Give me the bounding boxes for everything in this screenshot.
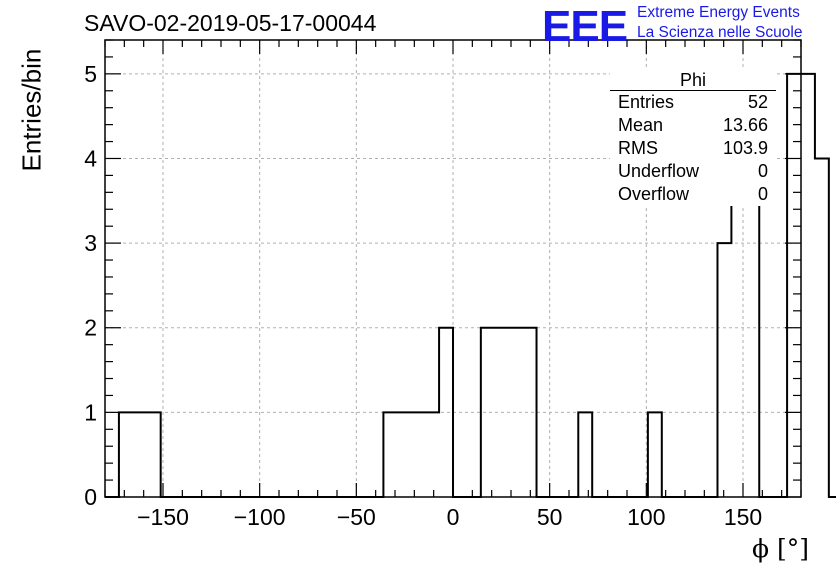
y-tick-label: 5 [84,61,97,87]
stats-row-mean: Mean 13.66 [610,114,776,137]
stats-label: Mean [618,115,664,135]
stats-label: Entries [618,92,675,112]
x-tick-label: 100 [627,504,665,530]
stats-row-overflow: Overflow 0 [610,183,776,206]
y-tick-label: 1 [84,399,97,425]
eee-logo: EEE [542,2,628,51]
x-tick-label: −50 [337,504,376,530]
x-tick-label: 150 [724,504,762,530]
stats-value: 52 [747,92,768,112]
y-tick-label: 3 [84,230,97,256]
x-tick-label: 0 [447,504,460,530]
axis-ticks [104,39,802,498]
x-tick-label: −150 [137,504,189,530]
x-axis-label: ϕ [°] [752,534,809,563]
stats-row-underflow: Underflow 0 [610,160,776,183]
stats-row-entries: Entries 52 [610,91,776,114]
axis-tick-labels: −150 −100 −50 0 50 100 150 0 1 2 3 4 5 [84,61,762,530]
stats-title: Phi [610,70,776,91]
chart-title: SAVO-02-2019-05-17-00044 [84,10,377,36]
y-tick-label: 4 [84,145,97,171]
x-tick-label: 50 [537,504,563,530]
stats-label: Underflow [618,161,700,181]
x-tick-label: −100 [234,504,286,530]
stats-label: RMS [618,138,658,158]
logo-subtitle: Extreme Energy Events La Scienza nelle S… [637,3,802,43]
logo-line-1: Extreme Energy Events [637,4,800,21]
stats-value: 13.66 [722,115,768,135]
stats-label: Overflow [618,184,690,204]
stats-box: Phi Entries 52 Mean 13.66 RMS 103.9 Unde… [610,70,776,206]
stats-value: 0 [757,161,768,181]
y-tick-label: 2 [84,315,97,341]
logo-line-2: La Scienza nelle Scuole [637,24,803,41]
stats-value: 0 [757,184,768,204]
y-tick-label: 0 [84,484,97,510]
y-axis-label: Entries/bin [16,48,47,172]
stats-value: 103.9 [722,138,768,158]
stats-row-rms: RMS 103.9 [610,137,776,160]
